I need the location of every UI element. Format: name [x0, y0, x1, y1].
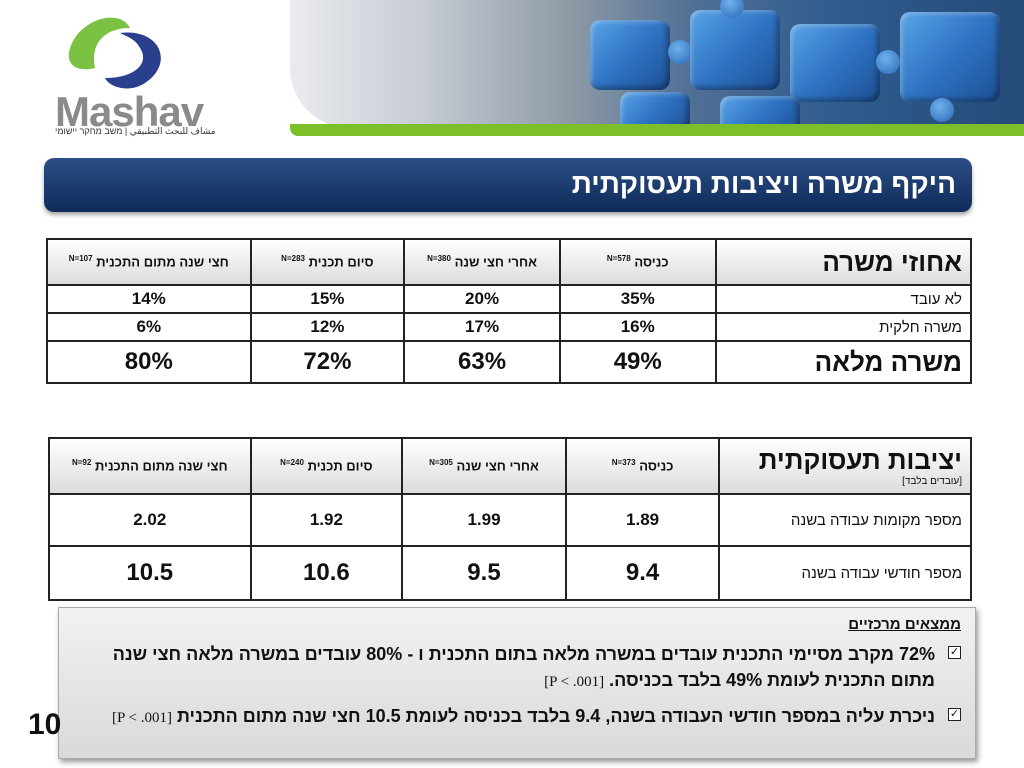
table-row: משרה חלקית 16% 17% 12% 6% — [46, 312, 973, 342]
table-cell: 63% — [403, 340, 561, 384]
significance-note: [P < .001] — [544, 674, 605, 690]
row-label: מספר חודשי עבודה בשנה — [718, 545, 972, 601]
table-cell: 9.4 — [564, 545, 721, 601]
logo-swoosh-icon — [68, 17, 161, 89]
table-corner-label: יציבות תעסוקתית [עובדים בלבד] — [718, 437, 972, 495]
column-header: חצי שנה מתום התכנית N=92 — [48, 437, 252, 495]
column-header: אחרי חצי שנה N=305 — [401, 437, 567, 495]
table-row: משרה מלאה 49% 63% 72% 80% — [46, 340, 973, 384]
table-cell: 72% — [249, 340, 406, 384]
finding-text: 72% מקרב מסיימי התכנית עובדים במשרה מלאה… — [112, 644, 935, 690]
table-cell: 10.5 — [48, 545, 252, 601]
slide-page-number: 10 — [28, 708, 62, 741]
row-label: משרה חלקית — [714, 312, 973, 342]
significance-note: [P < .001] — [111, 710, 172, 726]
table-header-row: אחוזי משרה כניסה N=578 אחרי חצי שנה N=38… — [46, 238, 973, 286]
table-cell: 2.02 — [48, 493, 252, 547]
table-corner-label: אחוזי משרה — [714, 238, 973, 286]
logo-subtitle: مشاف للبحث التطبيقي | משב מחקר יישומי — [55, 126, 216, 136]
row-label: לא עובד — [714, 284, 973, 314]
table-cell: 16% — [558, 312, 717, 342]
table-cell: 1.99 — [401, 493, 567, 547]
green-accent-line — [290, 124, 1024, 136]
table-cell: 1.89 — [564, 493, 721, 547]
table-header-row: יציבות תעסוקתית [עובדים בלבד] כניסה N=37… — [48, 437, 972, 495]
table-cell: 1.92 — [249, 493, 404, 547]
header: Mashav مشاف للبحث التطبيقي | משב מחקר יי… — [0, 0, 1024, 140]
finding-item: ✓ ניכרת עליה במספר חודשי העבודה בשנה, 9.… — [73, 703, 961, 731]
table-cell: 10.6 — [249, 545, 404, 601]
puzzle-banner-image — [290, 0, 1024, 128]
key-findings-box: ממצאים מרכזיים ✓ 72% מקרב מסיימי התכנית … — [58, 607, 976, 759]
logo-wordmark: Mashav — [55, 88, 204, 135]
row-label: מספר מקומות עבודה בשנה — [718, 493, 972, 547]
table-row: מספר חודשי עבודה בשנה 9.4 9.5 10.6 10.5 — [48, 545, 972, 601]
table-cell: 17% — [403, 312, 561, 342]
table-cell: 80% — [46, 340, 252, 384]
finding-text: ניכרת עליה במספר חודשי העבודה בשנה, 9.4 … — [177, 706, 935, 726]
column-header: אחרי חצי שנה N=380 — [403, 238, 561, 286]
table-cell: 49% — [558, 340, 717, 384]
table-cell: 9.5 — [401, 545, 567, 601]
row-label: משרה מלאה — [714, 340, 973, 384]
employment-scope-table: אחוזי משרה כניסה N=578 אחרי חצי שנה N=38… — [46, 238, 973, 384]
employment-stability-table: יציבות תעסוקתית [עובדים בלבד] כניסה N=37… — [48, 437, 972, 601]
findings-title: ממצאים מרכזיים — [848, 616, 961, 633]
table-row: לא עובד 35% 20% 15% 14% — [46, 284, 973, 314]
column-header: כניסה N=373 — [564, 437, 721, 495]
mashav-logo: Mashav مشاف للبحث التطبيقي | משב מחקר יי… — [50, 8, 250, 138]
finding-item: ✓ 72% מקרב מסיימי התכנית עובדים במשרה מל… — [73, 641, 961, 695]
column-header: סיום תכנית N=240 — [249, 437, 404, 495]
table-cell: 20% — [403, 284, 561, 314]
page-title: היקף משרה ויציבות תעסוקתית — [571, 168, 956, 199]
column-header: חצי שנה מתום התכנית N=107 — [46, 238, 252, 286]
table-row: מספר מקומות עבודה בשנה 1.89 1.99 1.92 2.… — [48, 493, 972, 547]
column-header: כניסה N=578 — [558, 238, 717, 286]
table-cell: 14% — [46, 284, 252, 314]
table-cell: 15% — [249, 284, 406, 314]
column-header: סיום תכנית N=283 — [249, 238, 406, 286]
table-cell: 35% — [558, 284, 717, 314]
checkbox-icon: ✓ — [948, 708, 961, 721]
table-corner-sublabel: [עובדים בלבד] — [902, 476, 962, 487]
table-cell: 12% — [249, 312, 406, 342]
title-bar: היקף משרה ויציבות תעסוקתית — [44, 158, 972, 212]
table-cell: 6% — [46, 312, 252, 342]
checkbox-icon: ✓ — [948, 646, 961, 659]
